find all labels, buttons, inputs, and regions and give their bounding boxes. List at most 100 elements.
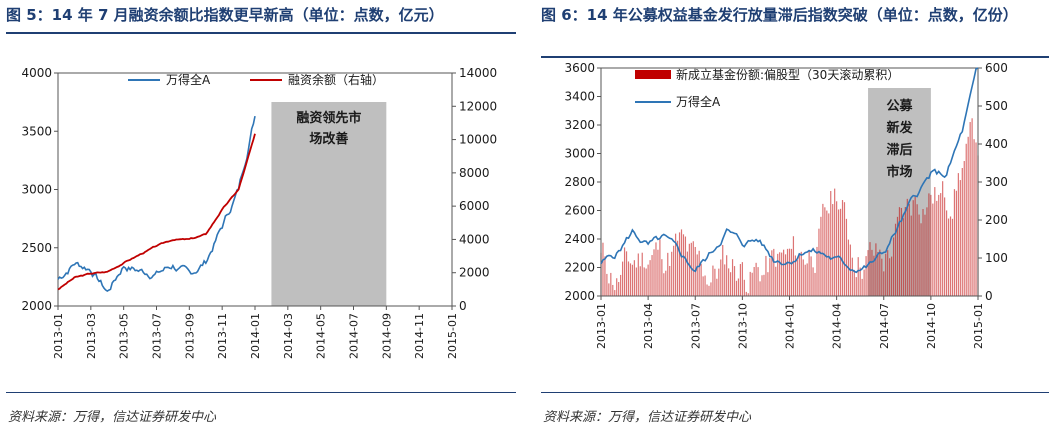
right-fund-bar bbox=[932, 203, 934, 296]
right-fund-bar bbox=[816, 246, 818, 296]
right-fund-bar bbox=[671, 251, 673, 296]
right-fund-bar bbox=[651, 255, 653, 296]
right-fund-bar bbox=[669, 265, 671, 296]
right-fund-bar bbox=[775, 266, 777, 296]
right-fund-bar bbox=[790, 248, 793, 296]
right-fund-bar bbox=[902, 218, 904, 296]
right-fund-bar bbox=[724, 264, 726, 296]
right-fund-bar bbox=[949, 216, 952, 296]
right-fund-bar bbox=[859, 267, 861, 296]
right-fund-bar bbox=[947, 218, 950, 296]
right-fund-bar bbox=[627, 261, 630, 296]
left-y2tick-label: 8000 bbox=[459, 166, 490, 180]
right-fund-bar bbox=[759, 281, 761, 296]
right-fund-bar bbox=[845, 218, 848, 296]
right-ytick-label: 3600 bbox=[564, 61, 595, 75]
right-fund-bar bbox=[676, 240, 679, 296]
right-fund-bar bbox=[804, 264, 806, 296]
right-fund-bar bbox=[698, 250, 700, 296]
right-fund-bar bbox=[800, 251, 802, 296]
right-fund-bar bbox=[741, 262, 743, 296]
right-fund-bar bbox=[625, 251, 628, 296]
right-fund-bar bbox=[889, 258, 891, 296]
right-fund-bar bbox=[649, 260, 651, 296]
left-xtick-label: 2014-07 bbox=[348, 313, 361, 359]
right-fund-bar bbox=[875, 243, 877, 296]
right-fund-bar bbox=[908, 203, 910, 296]
right-legend-swatch-bars bbox=[635, 70, 671, 79]
left-xtick-label: 2014-11 bbox=[413, 313, 426, 359]
right-fund-bar bbox=[938, 194, 940, 296]
right-fund-bar bbox=[944, 197, 946, 296]
right-fund-bar bbox=[810, 256, 812, 296]
right-fund-bar bbox=[616, 278, 618, 296]
right-fund-bar bbox=[953, 189, 956, 296]
right-annotation-line: 市场 bbox=[886, 164, 912, 180]
chart-title-right: 图 6：14 年公募权益基金发行放量滞后指数突破（单位：点数，亿份） bbox=[541, 6, 1018, 24]
left-xtick-label: 2013-01 bbox=[52, 313, 65, 359]
right-fund-bar bbox=[682, 234, 685, 296]
right-fund-bar bbox=[820, 216, 822, 296]
right-fund-bar bbox=[887, 250, 889, 296]
right-fund-bar bbox=[610, 272, 612, 296]
left-ytick-label: 2500 bbox=[21, 241, 52, 255]
right-fund-bar bbox=[731, 259, 734, 296]
right-fund-bar bbox=[606, 273, 608, 296]
right-fund-bar bbox=[965, 143, 967, 296]
right-legend-label-index: 万得全A bbox=[676, 94, 721, 109]
right-fund-bar bbox=[826, 210, 828, 296]
right-fund-bar bbox=[737, 278, 740, 296]
right-fund-bar bbox=[855, 277, 857, 296]
right-fund-bar bbox=[885, 253, 887, 296]
right-fund-bar bbox=[836, 201, 838, 296]
right-fund-bar bbox=[881, 258, 883, 296]
left-y2tick-label: 12000 bbox=[459, 99, 497, 113]
left-annotation-line2: 场改善 bbox=[309, 131, 348, 147]
right-fund-bar bbox=[686, 251, 688, 296]
right-fund-bar bbox=[912, 200, 914, 296]
right-fund-bar bbox=[879, 249, 881, 296]
chart-title-left: 图 5：14 年 7 月融资余额比指数更早新高（单位：点数，亿元） bbox=[6, 6, 444, 24]
left-annotation-line1: 融资领先市 bbox=[296, 110, 361, 126]
left-plot-frame bbox=[57, 72, 453, 307]
right-fund-bar bbox=[718, 268, 720, 296]
right-fund-bar bbox=[647, 264, 649, 296]
right-fund-bar bbox=[680, 229, 683, 296]
left-xtick-label: 2015-01 bbox=[446, 313, 459, 359]
right-fund-bar bbox=[798, 253, 800, 296]
left-legend-label-margin: 融资余额（右轴） bbox=[288, 72, 384, 87]
right-xtick-label: 2013-10 bbox=[736, 303, 749, 349]
right-fund-bar bbox=[675, 233, 677, 296]
right-fund-bar bbox=[851, 257, 853, 296]
right-fund-bar bbox=[808, 250, 810, 296]
right-fund-bar bbox=[602, 242, 604, 296]
right-fund-bar bbox=[783, 249, 785, 296]
right-ytick-label: 3400 bbox=[564, 90, 595, 104]
left-y2tick-label: 2000 bbox=[459, 266, 490, 280]
right-fund-bar bbox=[945, 210, 948, 296]
right-fund-bar bbox=[720, 259, 722, 296]
right-xtick-label: 2014-07 bbox=[878, 303, 891, 349]
right-xtick-label: 2014-10 bbox=[925, 303, 938, 349]
right-annotation-line: 滞后 bbox=[886, 142, 912, 158]
left-y2tick-label: 4000 bbox=[459, 232, 490, 246]
right-fund-bar bbox=[743, 279, 745, 296]
right-fund-bar bbox=[867, 250, 869, 296]
right-fund-bar bbox=[667, 252, 669, 296]
right-series-line-index bbox=[600, 67, 979, 274]
right-fund-bar bbox=[891, 256, 893, 296]
right-fund-bar bbox=[665, 270, 667, 296]
right-fund-bar bbox=[961, 167, 963, 296]
right-fund-bar bbox=[749, 271, 751, 296]
right-fund-bar bbox=[832, 204, 834, 296]
right-fund-bar bbox=[883, 271, 885, 296]
right-fund-bar bbox=[786, 248, 789, 296]
right-y2tick-label: 0 bbox=[985, 289, 993, 303]
left-highlight-region bbox=[271, 102, 387, 306]
right-fund-bar bbox=[857, 257, 859, 296]
right-fund-bar bbox=[702, 276, 704, 296]
left-y2tick-label: 14000 bbox=[459, 66, 497, 80]
right-fund-bar bbox=[739, 264, 742, 296]
right-fund-bar bbox=[924, 214, 926, 296]
